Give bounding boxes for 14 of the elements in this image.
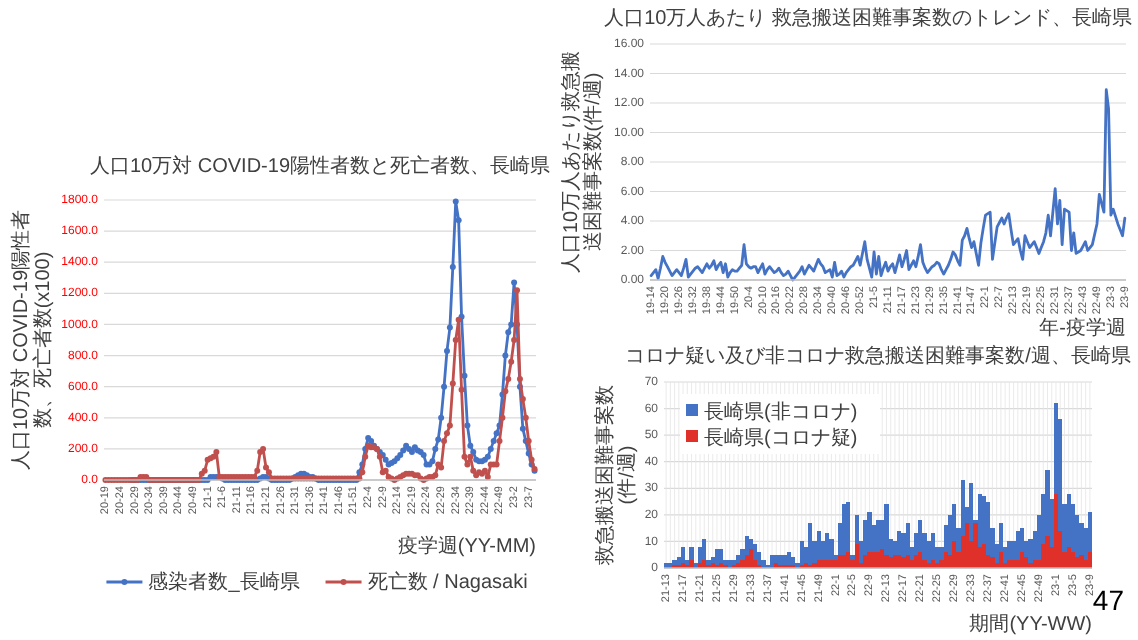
y-axis-title: 人口10万人あたり救急搬送困難事案数(件/週) xyxy=(558,50,605,274)
y-axis-title: 人口10万対 COVID-19陽性者数、死亡者数(x100) xyxy=(8,209,55,471)
chart-title: 人口10万人あたり 救急搬送困難事案数のトレンド、長崎県 xyxy=(604,6,1132,30)
x-axis-title: 年-疫学週 xyxy=(1039,316,1126,340)
legend-label: 死亡数 / Nagasaki xyxy=(367,570,528,594)
legend-label: 感染者数_長崎県 xyxy=(148,570,300,594)
text: 47 xyxy=(1092,584,1125,616)
x-axis-title: 疫学週(YY-MM) xyxy=(397,534,536,558)
x-axis-title: 期間(YY-WW) xyxy=(969,612,1092,636)
legend-label: 長崎県(非コロナ) xyxy=(704,400,858,424)
chart-title: コロナ疑い及び非コロナ救急搬送困難事案数/週、長崎県 xyxy=(625,344,1131,368)
y-axis-title: 救急搬送困難事案数(件/週) xyxy=(592,385,639,567)
legend-label: 長崎県(コロナ疑) xyxy=(704,426,858,450)
chart-title: 人口10万対 COVID-19陽性者数と死亡者数、長崎県 xyxy=(89,154,551,178)
